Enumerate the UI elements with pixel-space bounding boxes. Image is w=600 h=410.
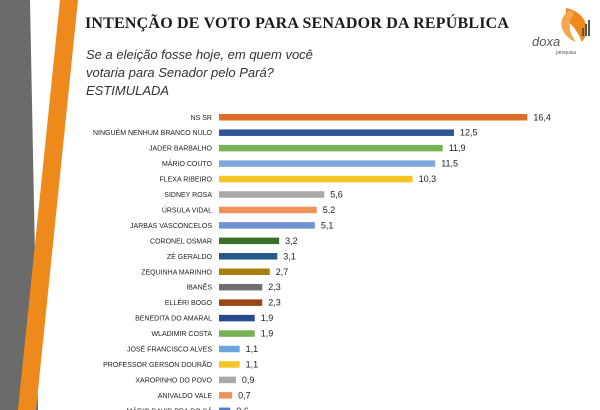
value-label: 3,1	[283, 251, 296, 261]
category-label: PROFESSOR GERSON DOURÃO	[103, 360, 212, 369]
category-label: XAROPINHO DO POVO	[135, 377, 212, 384]
bar	[219, 314, 255, 322]
logo-subtext: pesquisa	[556, 50, 577, 56]
logo-bar-2	[585, 24, 587, 36]
category-label: IBANÊS	[186, 283, 212, 292]
value-label: 16,4	[533, 112, 551, 122]
category-label: CORONEL OSMAR	[150, 238, 212, 245]
value-label: 11,5	[441, 159, 458, 169]
bar	[219, 253, 278, 260]
decorative-stripes	[0, 0, 78, 410]
value-label: 12,5	[460, 128, 478, 138]
bar	[219, 268, 270, 275]
value-label: 0,9	[242, 375, 255, 385]
category-label: ELLÉRI BOGO	[165, 298, 213, 307]
category-label: MÁRIO DAVID PRA DO SÁ	[127, 406, 213, 410]
bar	[219, 206, 317, 214]
bar	[219, 299, 263, 306]
value-label: 5,6	[330, 190, 343, 200]
category-label: JOSÉ FRANCISCO ALVES	[127, 345, 212, 354]
value-label: 2,7	[276, 267, 289, 277]
bar	[219, 376, 236, 384]
value-label: 1,9	[261, 313, 274, 323]
value-label: 2,3	[268, 282, 281, 292]
bar	[219, 361, 240, 368]
page-title: INTENÇÃO DE VOTO PARA SENADOR DA REPÚBLI…	[85, 15, 510, 32]
question-text: Se a eleição fosse hoje, em quem você vo…	[86, 46, 386, 100]
value-label: 0,6	[236, 406, 249, 410]
bar	[219, 222, 315, 229]
value-label: 1,9	[261, 329, 274, 339]
logo-swoosh-2	[561, 10, 576, 42]
value-label: 1,1	[246, 344, 259, 354]
value-label: 5,1	[321, 220, 334, 230]
category-label: FLEXA RIBEIRO	[159, 177, 212, 184]
bar	[219, 345, 240, 353]
bars-group: NS SR 16,4 NINGUÉM NENHUM BRANCO NULO 12,5 J…	[93, 112, 551, 410]
bar	[219, 144, 443, 152]
bar	[219, 283, 263, 291]
bar	[219, 129, 454, 136]
category-label: JARBAS VASCONCELOS	[130, 223, 212, 230]
bar	[219, 175, 413, 183]
bar	[219, 407, 231, 410]
value-label: 2,3	[268, 298, 281, 308]
category-label: NINGUÉM NENHUM BRANCO NULO	[93, 128, 213, 137]
bar	[219, 237, 280, 245]
value-label: 5,2	[323, 205, 336, 215]
category-label: MÁRIO COUTO	[162, 159, 213, 168]
logo-text: doxa	[532, 34, 561, 49]
category-label: ZEQUINHA MARINHO	[141, 269, 212, 276]
category-label: ÚRSULA VIDAL	[162, 205, 212, 214]
question-line-2: votaria para Senador pelo Pará?	[86, 65, 274, 80]
doxa-logo	[561, 8, 590, 42]
category-label: WLADIMIR COSTA	[151, 331, 212, 338]
question-line-1: Se a eleição fosse hoje, em quem você	[86, 47, 313, 62]
question-line-3: ESTIMULADA	[86, 83, 170, 98]
category-label: ZÉ GERALDO	[167, 252, 213, 261]
category-label: BENEDITA DO AMARAL	[135, 316, 212, 323]
value-label: 0,7	[238, 390, 251, 400]
orange-stripe	[18, 0, 78, 410]
bar	[219, 114, 528, 121]
bar	[219, 191, 325, 198]
bar	[219, 160, 436, 167]
value-label: 1,1	[246, 359, 259, 369]
category-label: SIDNEY ROSA	[164, 192, 212, 199]
logo-bar-1	[582, 28, 584, 36]
bar	[219, 392, 233, 399]
category-label: JADER BARBALHO	[149, 146, 213, 153]
category-label: ANIVALDO VALE	[158, 393, 213, 400]
logo-bar-3	[588, 20, 590, 36]
value-label: 3,2	[285, 236, 298, 246]
value-label: 11,9	[449, 143, 466, 153]
value-label: 10,3	[419, 174, 437, 184]
bar	[219, 330, 255, 337]
category-label: NS SR	[191, 115, 212, 122]
